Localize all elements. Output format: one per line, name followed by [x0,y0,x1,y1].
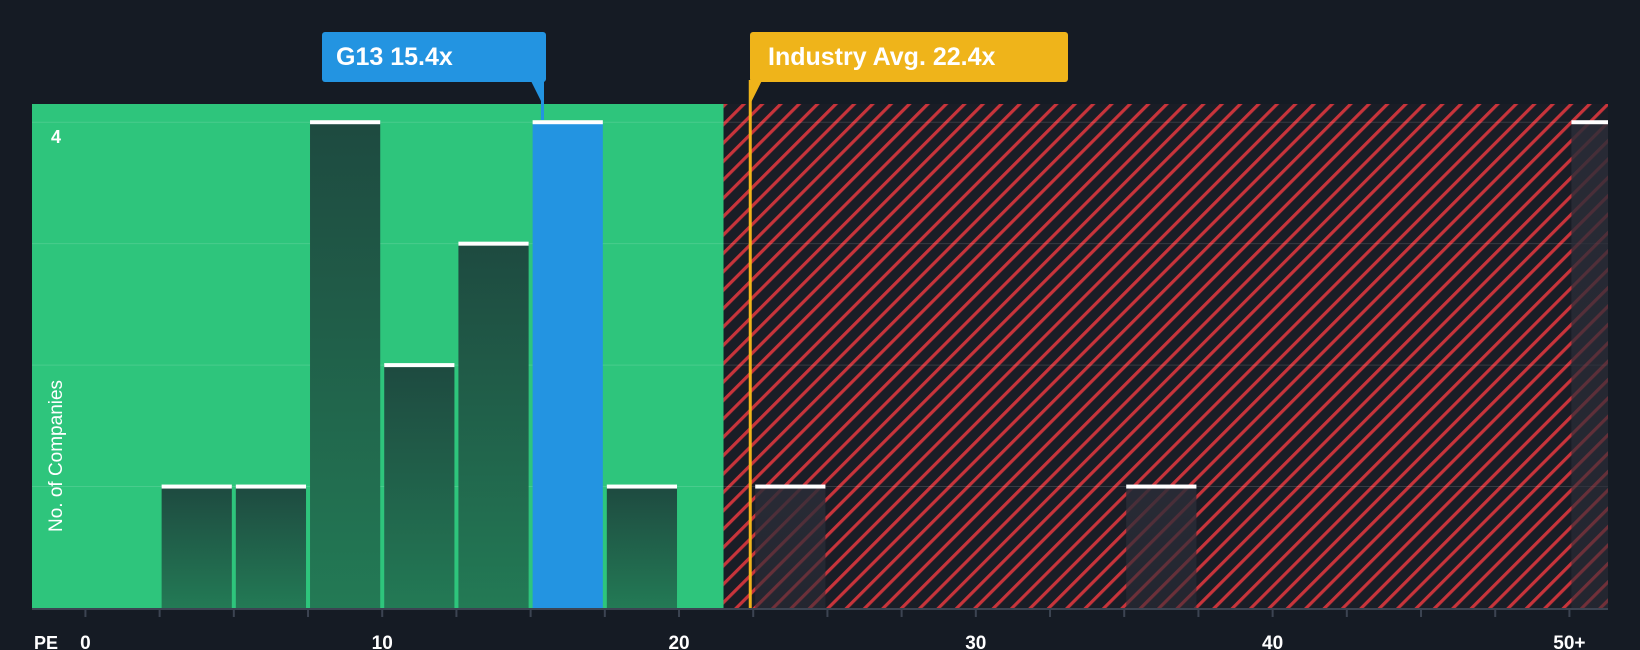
bar [161,486,232,608]
x-tick-label: 0 [80,633,91,650]
bar [1571,122,1608,609]
company-marker-pointer [530,80,543,104]
x-tick-label: 30 [965,633,986,650]
bar-top-cap [235,484,307,489]
industry-avg-callout: Industry Avg. 22.4x [750,32,1068,82]
bar [384,365,455,608]
bar-top-cap [384,363,455,368]
company-pe-callout: G13 15.4x [322,32,546,82]
bar [606,486,678,608]
bar-top-cap [606,484,678,489]
x-tick-label: 20 [668,633,689,650]
bars [161,120,1608,609]
bar [755,486,826,608]
bar-top-cap [1126,484,1197,489]
bar-top-cap [458,241,529,246]
bar [310,122,381,609]
x-axis: 0 10 20 30 40 50+ [32,608,1608,650]
bar-top-cap [310,120,381,125]
x-axis-label: PE [34,633,58,650]
bar-highlight [532,122,603,609]
x-tick-label: 10 [372,633,393,650]
y-tick-label: 4 [51,127,61,147]
markers [530,80,763,608]
bar-top-cap [755,484,826,489]
bar-top-cap [161,484,232,489]
industry-avg-label: Industry Avg. 22.4x [768,43,996,71]
bar [235,486,307,608]
company-pe-label: G13 15.4x [336,43,453,71]
bar-top-cap [532,120,603,125]
bar [1126,486,1197,608]
y-axis-label: No. of Companies [46,380,67,532]
industry-marker-pointer [750,80,763,104]
x-tick-label: 50+ [1553,633,1585,650]
bar-top-cap [1571,120,1608,125]
bar [458,243,529,608]
x-tick-label: 40 [1262,633,1283,650]
